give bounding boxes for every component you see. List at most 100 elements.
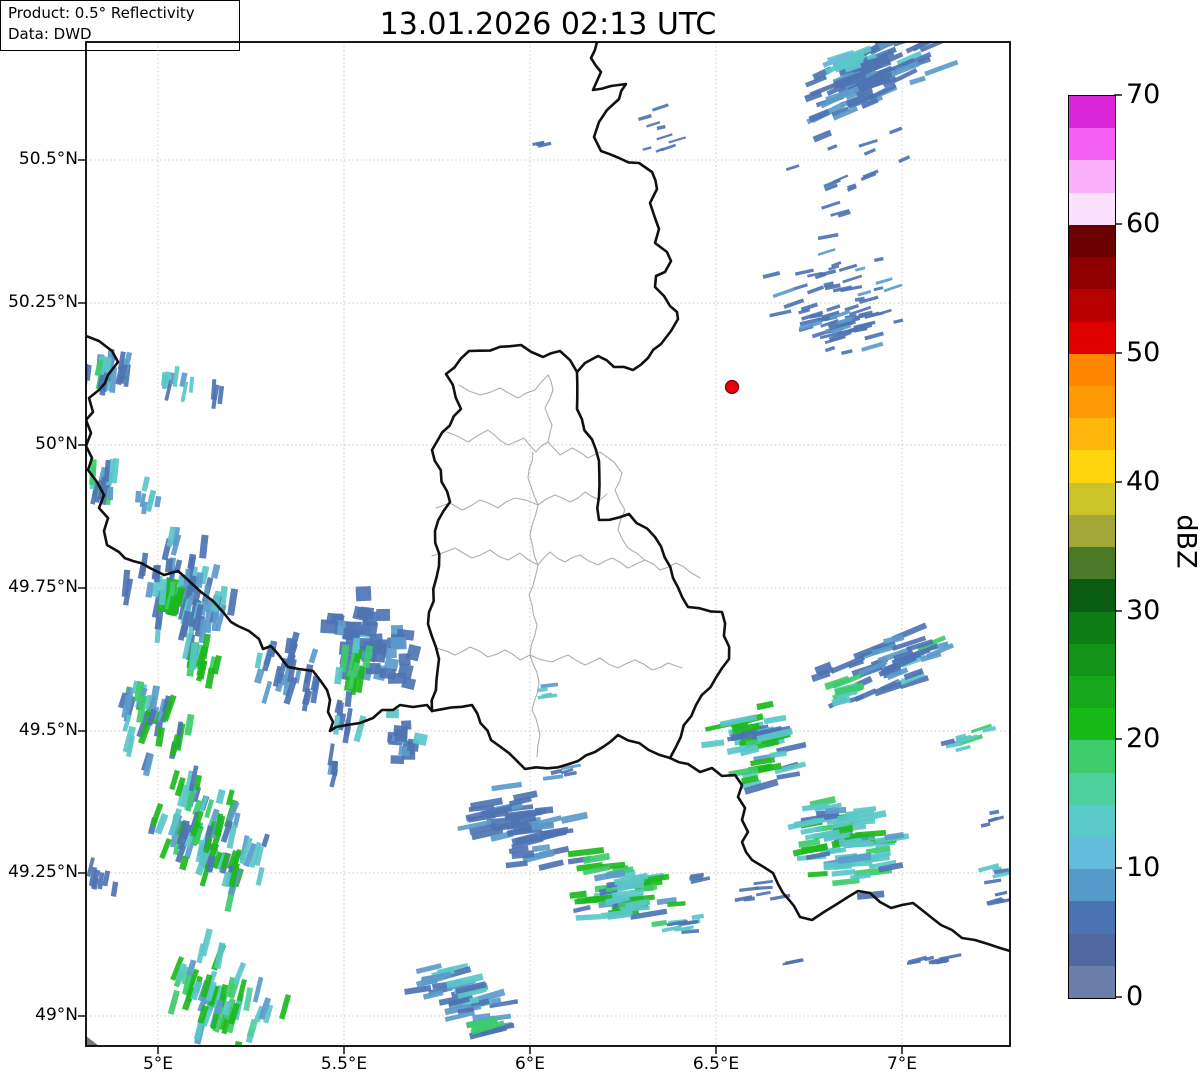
echo-cluster-sw-b — [147, 765, 270, 913]
echo-cluster-south-tail — [661, 913, 705, 934]
colorbar-band — [1069, 96, 1115, 129]
colorbar-tick-label: 20 — [1126, 723, 1161, 754]
colorbar-tick-label: 40 — [1126, 466, 1161, 497]
echo-cluster-south-center-bottom — [404, 962, 519, 1040]
y-tick-label: 49.5°N — [18, 720, 78, 740]
echo-cluster-right-mid-band — [762, 232, 904, 352]
echo-cluster-left-tiny — [210, 379, 225, 409]
product-info-line1: Product: 0.5° Reflectivity — [8, 4, 195, 22]
echo-cluster-south-dash — [542, 763, 582, 781]
echo-cluster-se-ne-streaks — [811, 622, 955, 709]
product-info-line2: Data: DWD — [8, 25, 92, 44]
echo-cluster-sw-bottom — [167, 928, 292, 1046]
colorbar-tick-label: 70 — [1126, 79, 1161, 110]
y-tick-label: 49.25°N — [8, 862, 78, 882]
colorbar-tick-label: 10 — [1126, 852, 1161, 883]
map-corner-wedge — [86, 1036, 99, 1046]
echo-cluster-sw-a — [118, 680, 195, 777]
echo-cluster-se-ne-green — [824, 675, 865, 707]
colorbar-band — [1069, 353, 1115, 386]
colorbar-band — [1069, 933, 1115, 966]
colorbar-band — [1069, 740, 1115, 773]
y-tick-label: 50.25°N — [8, 292, 78, 312]
colorbar-band — [1069, 965, 1115, 999]
plot-title: 13.01.2026 02:13 UTC — [379, 7, 717, 42]
echo-cluster-sw-flecks — [86, 857, 119, 897]
echo-cluster-se-bottom-flecks — [734, 879, 791, 903]
echo-cluster-left-top — [86, 348, 133, 396]
colorbar-tick-label: 50 — [1126, 337, 1161, 368]
colorbar-band — [1069, 804, 1115, 838]
axis-tick-marks — [78, 94, 1122, 1054]
echo-cluster-se-right-1 — [940, 723, 997, 753]
map-frame — [85, 41, 1011, 1047]
colorbar-band — [1069, 289, 1115, 322]
x-tick-label: 5.5°E — [320, 1054, 368, 1074]
colorbar-tick-label: 0 — [1126, 981, 1144, 1012]
country-borders — [86, 42, 1010, 953]
y-tick-label: 50.5°N — [18, 149, 78, 169]
colorbar-band — [1069, 192, 1115, 225]
echo-cluster-ne-core — [822, 45, 872, 75]
y-tick-label: 49.75°N — [8, 577, 78, 597]
echo-cluster-bottom-right-small — [782, 958, 804, 966]
x-tick-label: 7°E — [886, 1054, 918, 1074]
echo-cluster-left-top-flecks — [160, 365, 195, 403]
echo-cluster-mid-tail — [386, 708, 428, 765]
echo-cluster-west-green-2 — [186, 633, 222, 690]
colorbar-band — [1069, 611, 1115, 644]
colorbar-band — [1069, 837, 1115, 870]
echo-cluster-left-mid-2 — [135, 476, 162, 515]
x-tick-label: 6.5°E — [692, 1054, 740, 1074]
colorbar-band — [1069, 450, 1115, 483]
colorbar-tick-label: 60 — [1126, 208, 1161, 239]
echo-cluster-se-west — [701, 700, 807, 795]
colorbar-band — [1069, 547, 1115, 580]
colorbar-band — [1069, 385, 1115, 419]
echo-cluster-south-green — [567, 847, 686, 928]
colorbar-band — [1069, 869, 1115, 902]
radar-site-marker — [724, 379, 740, 395]
colorbar-tick-label: 30 — [1126, 595, 1161, 626]
echo-cluster-border-flecks — [637, 103, 687, 153]
echo-cluster-left-mid-1 — [89, 458, 120, 506]
x-tick-label: 5°E — [142, 1054, 174, 1074]
colorbar-band — [1069, 224, 1115, 258]
echo-cluster-bottom-right-flecks — [906, 953, 962, 966]
echo-cluster-top-tiny — [532, 140, 552, 148]
colorbar-band — [1069, 160, 1115, 193]
colorbar-band — [1069, 772, 1115, 805]
echo-cluster-se-right-4 — [986, 890, 1010, 906]
echo-cluster-se-small — [689, 872, 711, 885]
colorbar-band — [1069, 643, 1115, 676]
echo-cluster-west-ext — [254, 631, 320, 712]
echo-cluster-west-green-1 — [157, 577, 186, 617]
echo-cluster-ne-main — [804, 42, 959, 143]
echo-cluster-ne-flecks — [785, 126, 911, 218]
y-tick-label: 49°N — [35, 1005, 78, 1025]
colorbar-band — [1069, 579, 1115, 612]
echo-cluster-se-right-3 — [978, 863, 1010, 885]
canton-borders — [431, 374, 701, 758]
echo-cluster-mid-green — [334, 637, 374, 696]
colorbar-band — [1069, 514, 1115, 548]
radar-echoes — [86, 42, 1010, 1046]
echo-cluster-right-mid-blob — [798, 308, 876, 356]
colorbar-band — [1069, 128, 1115, 161]
y-tick-label: 50°N — [35, 434, 78, 454]
echo-cluster-south-blue — [457, 781, 589, 871]
colorbar-band — [1069, 708, 1115, 741]
colorbar-band — [1069, 482, 1115, 515]
colorbar — [1068, 95, 1116, 999]
x-tick-label: 6°E — [514, 1054, 546, 1074]
colorbar-band — [1069, 257, 1115, 290]
colorbar-axis-label: dBZ — [1170, 514, 1202, 569]
echo-cluster-mid-tail-2 — [333, 691, 367, 744]
colorbar-band — [1069, 321, 1115, 354]
echo-cluster-se-central — [787, 796, 910, 900]
colorbar-band — [1069, 418, 1115, 451]
colorbar-band — [1069, 675, 1115, 709]
colorbar-band — [1069, 901, 1115, 934]
